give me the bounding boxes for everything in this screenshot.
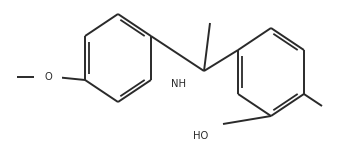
Text: HO: HO	[193, 131, 208, 141]
Text: NH: NH	[170, 79, 186, 89]
Text: O: O	[44, 72, 52, 82]
